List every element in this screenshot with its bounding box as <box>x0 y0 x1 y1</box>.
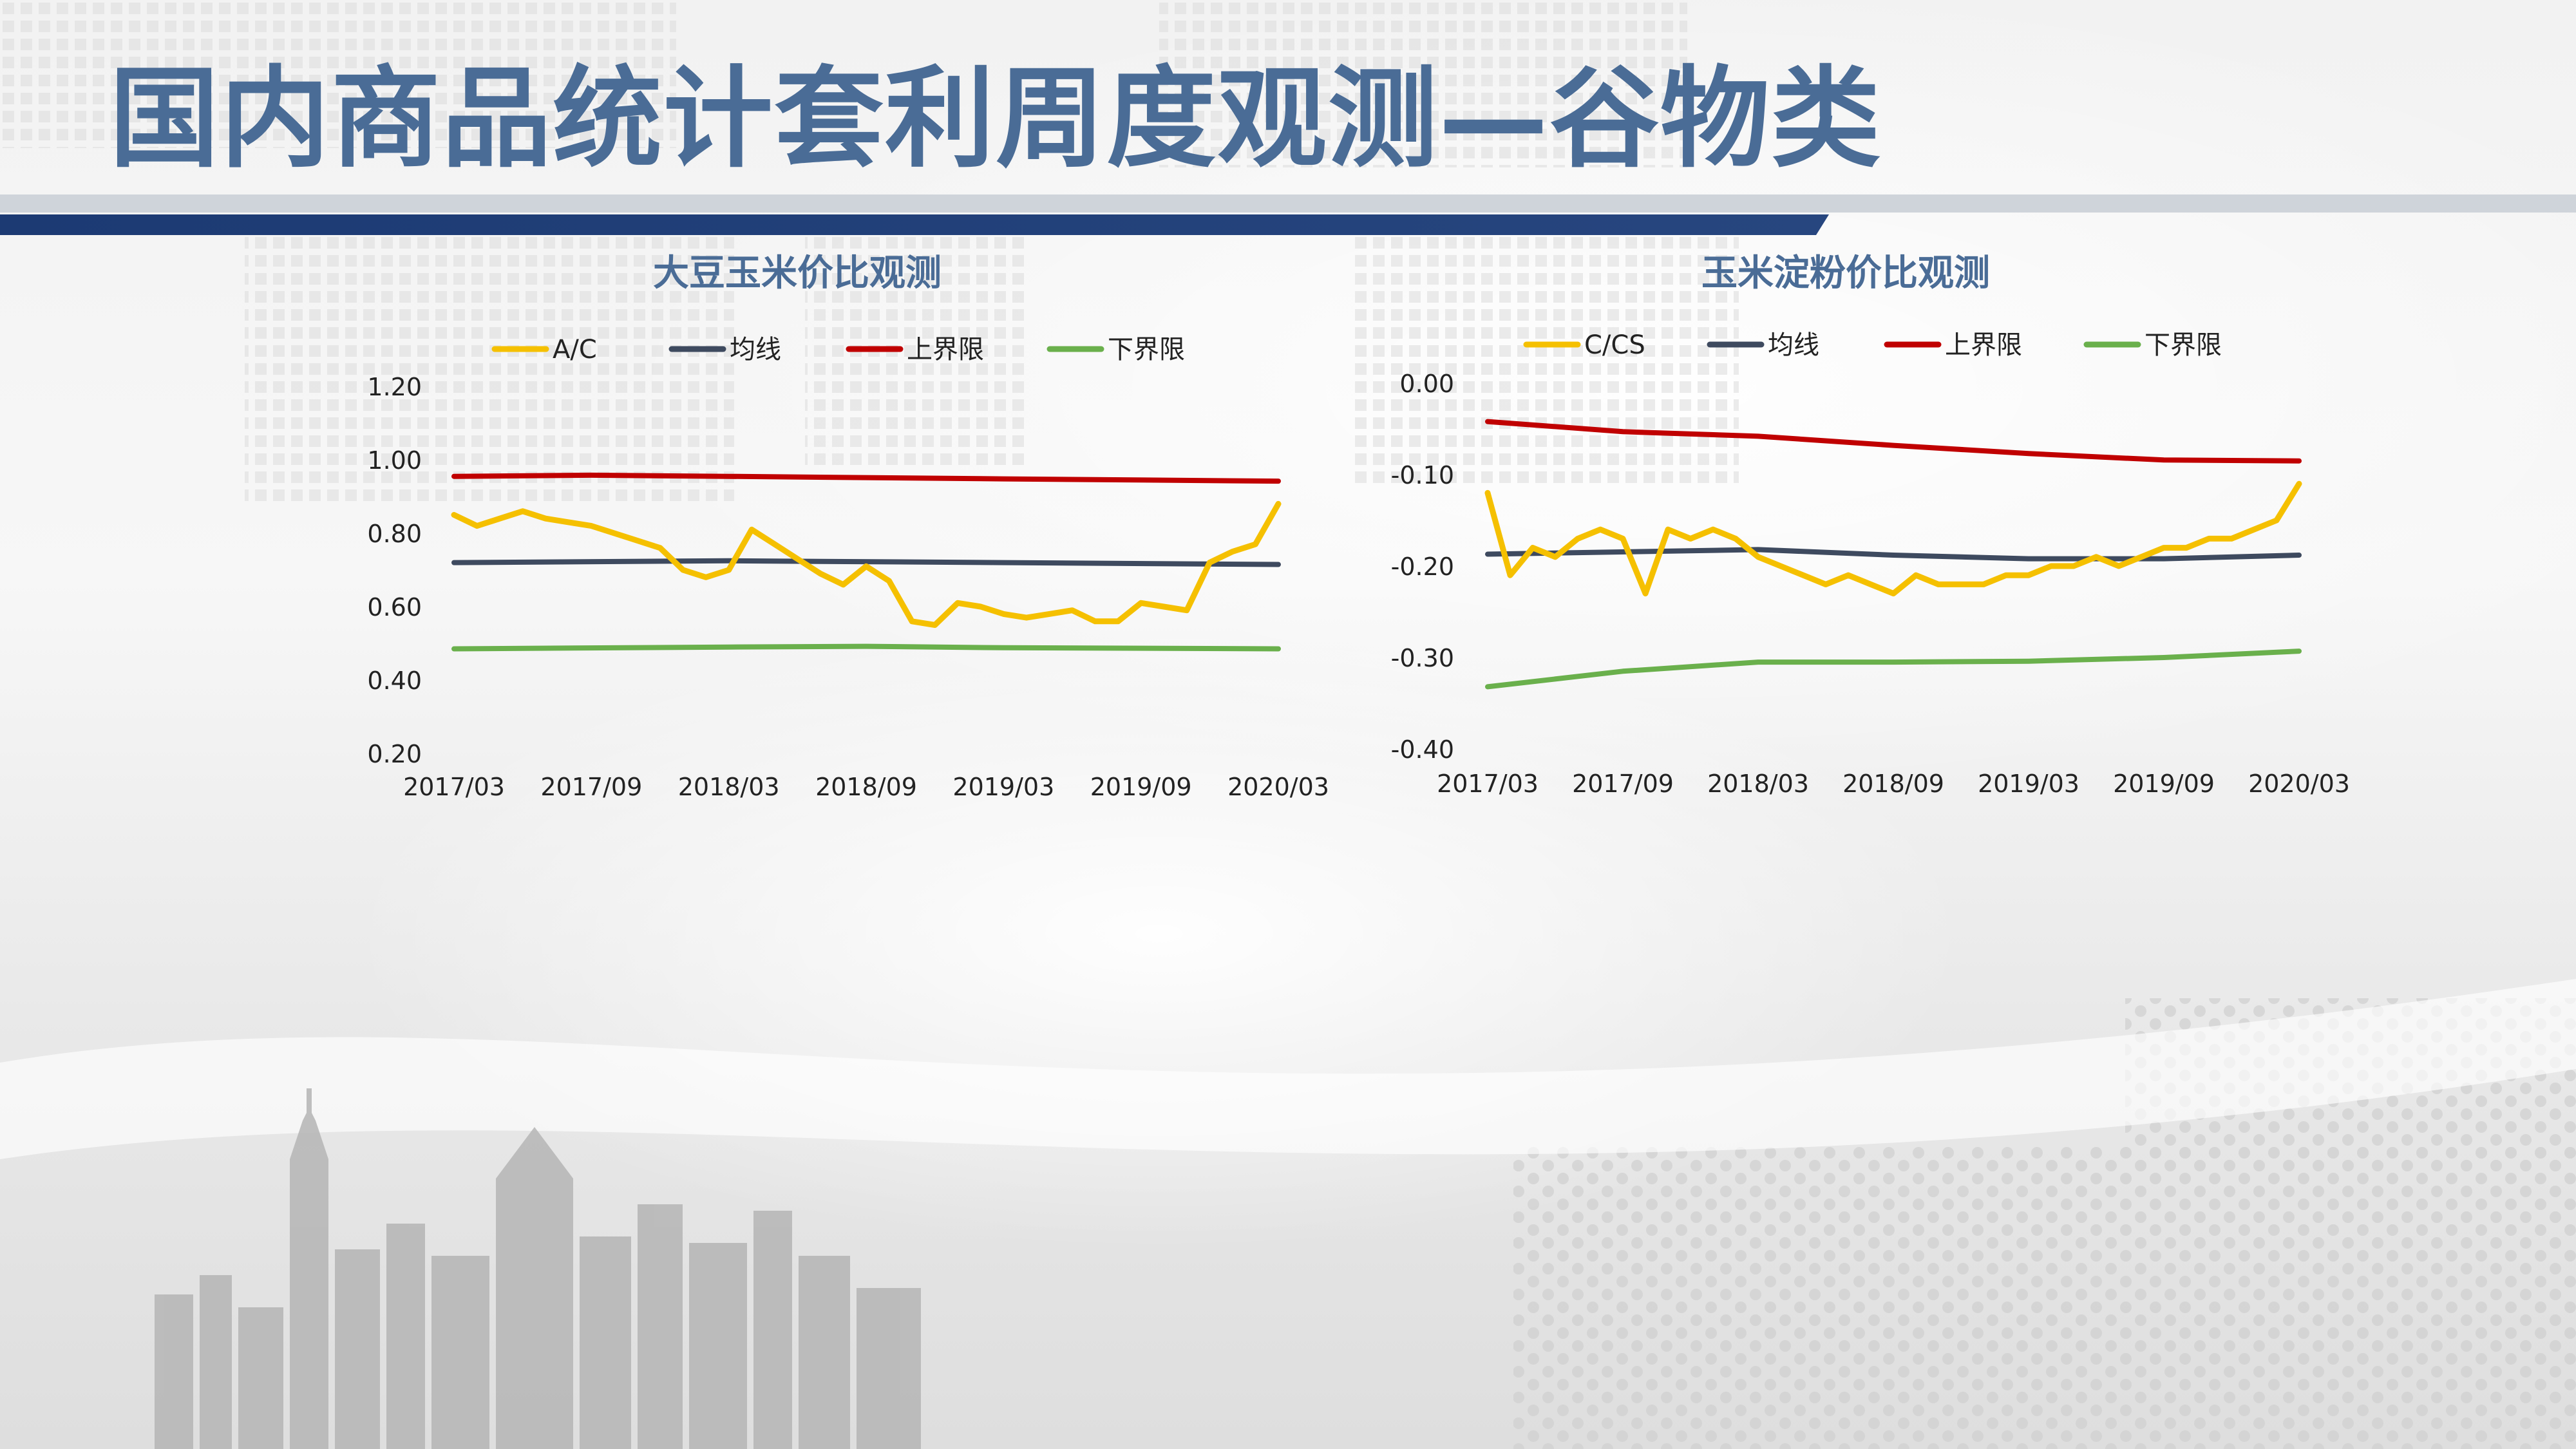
x-axis-ticks: 2017/03 2017/09 2018/03 2018/09 2019/03 2019/… <box>1437 770 2350 798</box>
y-tick-label: 0.20 <box>367 740 422 768</box>
legend-label-upper: 上界限 <box>907 335 984 365</box>
series-line-lower <box>451 643 1281 652</box>
legend-label-ccs: C/CS <box>1584 330 1645 360</box>
series-line-mean <box>451 558 1281 567</box>
x-tick-label: 2020/03 <box>2248 770 2350 798</box>
chart-legend: A/C 均线 上界限 下界限 <box>491 335 1185 365</box>
series-line-upper <box>1485 419 2302 464</box>
legend-label-lower: 下界限 <box>1108 335 1185 365</box>
x-tick-label: 2019/09 <box>2113 770 2215 798</box>
world-map-dots <box>0 0 1739 502</box>
x-tick-label: 2019/03 <box>1978 770 2079 798</box>
x-tick-label: 2017/09 <box>1572 770 1674 798</box>
light-swoosh <box>0 979 2576 1159</box>
y-tick-label: -0.10 <box>1391 461 1454 489</box>
chart-legend: C/CS 均线 上界限 下界限 <box>1523 330 2222 360</box>
y-tick-label: 1.20 <box>367 373 422 401</box>
chart-series <box>451 472 1282 652</box>
chart-series <box>1484 419 2302 690</box>
slide-title: 国内商品统计套利周度观测—谷物类 <box>109 55 1882 183</box>
legend-label-mean: 均线 <box>1768 330 1819 360</box>
y-tick-label: -0.20 <box>1391 553 1454 581</box>
series-line-upper <box>451 472 1281 484</box>
legend-label-mean: 均线 <box>730 335 781 365</box>
x-tick-label: 2018/09 <box>1842 770 1944 798</box>
y-tick-label: 0.80 <box>367 520 422 548</box>
x-tick-label: 2018/03 <box>1707 770 1809 798</box>
x-tick-label: 2017/09 <box>540 773 642 801</box>
series-line-mean <box>1485 547 2302 562</box>
y-tick-label: 1.00 <box>367 446 422 475</box>
legend-label-ac: A/C <box>553 335 597 365</box>
y-tick-label: 0.40 <box>367 667 422 695</box>
series-line-lower <box>1485 649 2302 690</box>
y-tick-label: -0.40 <box>1391 735 1454 764</box>
x-tick-label: 2018/09 <box>815 773 917 801</box>
y-tick-label: 0.00 <box>1399 370 1454 398</box>
x-tick-label: 2018/03 <box>678 773 780 801</box>
series-line-ac <box>451 500 1282 628</box>
y-axis-ticks: 0.00 -0.10 -0.20 -0.30 -0.40 <box>1391 370 1454 764</box>
chart-corn-starch-ratio: 玉米淀粉价比观测 C/CS 均线 上界限 下界限 0.00 -0.10 -0.20 -0.3… <box>1391 252 2350 798</box>
y-tick-label: -0.30 <box>1391 644 1454 672</box>
series-line-ccs <box>1484 480 2302 597</box>
x-tick-label: 2020/03 <box>1227 773 1329 801</box>
y-tick-label: 0.60 <box>367 593 422 621</box>
x-tick-label: 2019/03 <box>952 773 1054 801</box>
legend-label-lower: 下界限 <box>2145 330 2222 360</box>
title-banner <box>0 214 1829 235</box>
chart-title: 大豆玉米价比观测 <box>653 252 942 294</box>
legend-label-upper: 上界限 <box>1945 330 2022 360</box>
chart-title: 玉米淀粉价比观测 <box>1701 252 1990 294</box>
x-tick-label: 2017/03 <box>1437 770 1539 798</box>
x-axis-ticks: 2017/03 2017/09 2018/03 2018/09 2019/03 2019/… <box>403 773 1329 801</box>
y-axis-ticks: 1.20 1.00 0.80 0.60 0.40 0.20 <box>367 373 422 768</box>
title-underline-gray <box>0 194 2576 213</box>
x-tick-label: 2017/03 <box>403 773 505 801</box>
chart-soy-corn-ratio: 大豆玉米价比观测 A/C 均线 上界限 下界限 1.20 1.00 0.80 0.60 0.4… <box>367 252 1329 801</box>
city-skyline <box>155 1088 921 1449</box>
x-tick-label: 2019/09 <box>1090 773 1192 801</box>
